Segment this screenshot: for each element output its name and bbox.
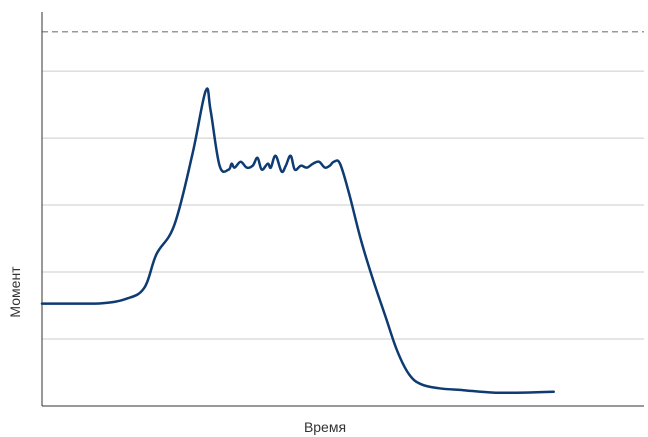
grid-lines bbox=[42, 70, 644, 340]
series-layer bbox=[40, 87, 555, 395]
axes bbox=[41, 12, 644, 407]
y-axis-label: Момент bbox=[7, 266, 23, 318]
series-line-0 bbox=[40, 87, 555, 395]
x-axis-label: Время bbox=[304, 419, 346, 435]
